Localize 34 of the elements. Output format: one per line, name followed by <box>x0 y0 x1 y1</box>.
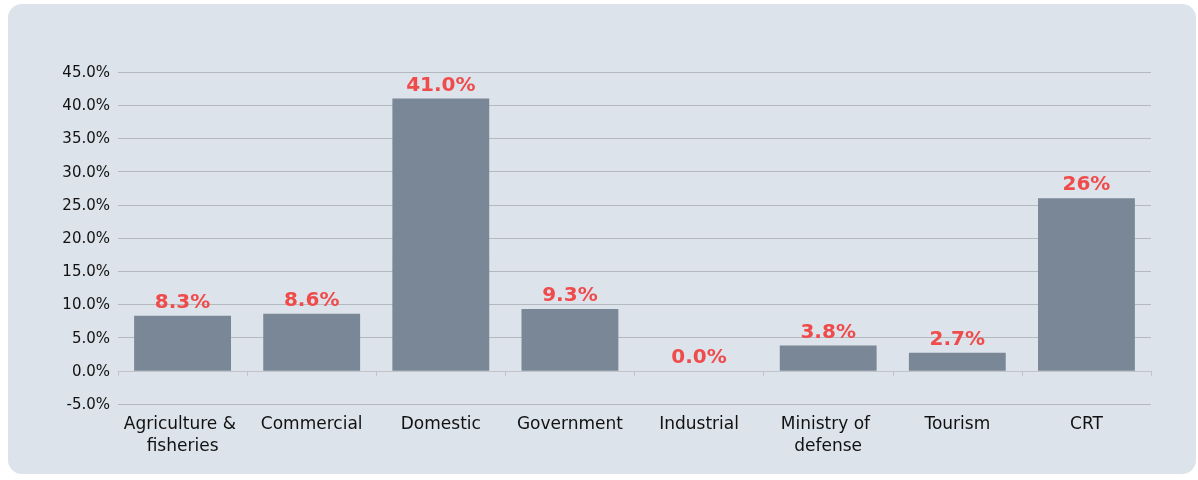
x-tick-label: Commercial <box>260 413 363 433</box>
x-tick-label: Agriculture & fisheries <box>123 413 242 455</box>
bar <box>1038 198 1135 371</box>
data-label: 8.6% <box>283 286 340 311</box>
x-tick-label: CRT <box>1070 413 1104 433</box>
y-tick-label: 0.0% <box>71 361 110 380</box>
data-label: 41.0% <box>406 71 476 96</box>
x-tick-label: Industrial <box>659 413 739 433</box>
data-label: 9.3% <box>542 282 598 307</box>
data-label: 3.8% <box>800 318 856 343</box>
x-tick-label: Domestic <box>400 413 481 433</box>
y-tick-label: 25.0% <box>62 195 110 214</box>
data-label: 26% <box>1062 171 1111 196</box>
y-tick-label: 35.0% <box>62 129 110 148</box>
y-tick-label: 45.0% <box>62 63 110 81</box>
y-tick-label: 10.0% <box>62 295 110 314</box>
x-tick-label: Tourism <box>923 413 991 433</box>
bar <box>263 313 361 371</box>
x-tick-label: Ministry of defense <box>780 413 876 455</box>
bar <box>521 309 619 371</box>
y-tick-label: 40.0% <box>62 96 110 115</box>
bar <box>908 352 1006 371</box>
data-label: 0.0% <box>671 343 727 368</box>
bar <box>392 98 490 371</box>
y-tick-label: 30.0% <box>62 162 110 181</box>
bar <box>134 315 231 371</box>
y-tick-label: 20.0% <box>62 229 110 247</box>
x-tick-label: Government <box>516 413 624 433</box>
data-label: 2.7% <box>929 325 986 350</box>
y-tick-label: 5.0% <box>71 328 110 347</box>
data-label: 8.3% <box>154 288 211 313</box>
y-tick-label: 15.0% <box>62 262 110 281</box>
bar <box>779 345 877 371</box>
y-tick-label: -5.0% <box>66 395 110 413</box>
